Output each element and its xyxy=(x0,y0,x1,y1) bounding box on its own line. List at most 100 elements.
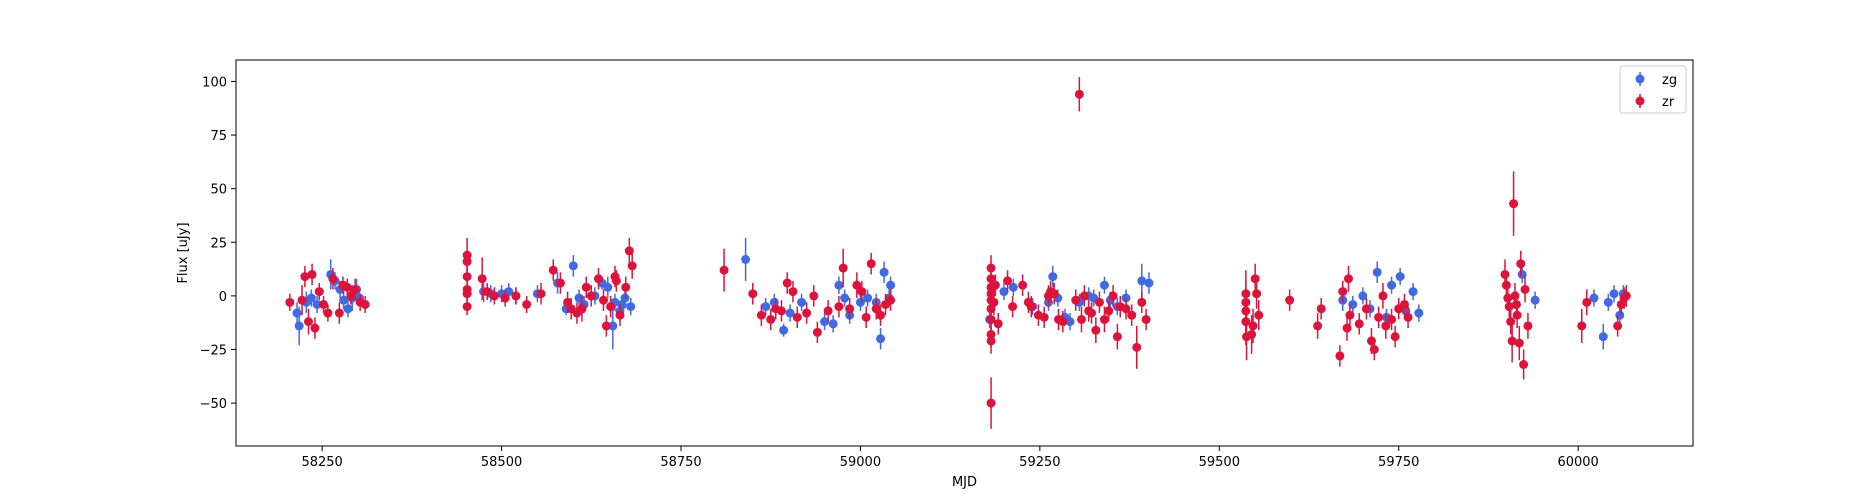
data-point xyxy=(857,287,867,297)
data-point xyxy=(300,272,310,282)
y-tick-label: 25 xyxy=(210,236,227,251)
x-tick-label: 58500 xyxy=(481,455,522,470)
x-axis-label: MJD xyxy=(952,475,977,490)
data-point xyxy=(1621,291,1631,301)
data-point xyxy=(1381,321,1391,331)
data-point xyxy=(1254,310,1264,320)
data-point xyxy=(568,261,578,271)
data-point xyxy=(863,293,873,303)
data-point xyxy=(1512,310,1522,320)
data-point xyxy=(1026,302,1036,312)
data-point xyxy=(802,308,812,318)
data-point xyxy=(1039,312,1049,322)
data-point xyxy=(866,259,876,269)
data-point xyxy=(820,317,830,327)
legend-label-zg: zg xyxy=(1662,73,1677,88)
data-point xyxy=(834,280,844,290)
y-tick-label: 75 xyxy=(210,129,227,144)
data-point xyxy=(879,267,889,277)
data-point xyxy=(522,299,532,309)
data-point xyxy=(1141,314,1151,324)
data-point xyxy=(1316,304,1326,314)
data-point xyxy=(339,295,349,305)
data-point xyxy=(1091,325,1101,335)
data-point xyxy=(1516,259,1526,269)
data-point xyxy=(986,336,996,346)
data-point xyxy=(303,317,313,327)
data-point xyxy=(1519,360,1529,370)
data-point xyxy=(1374,312,1384,322)
x-axis: 58250 58500 58750 59000 59250 59500 59750 60000 xyxy=(301,446,1599,470)
data-point xyxy=(1343,274,1353,284)
data-point xyxy=(886,295,896,305)
plot-area xyxy=(285,77,1631,429)
plot-frame xyxy=(235,59,1694,447)
data-point xyxy=(1058,317,1068,327)
data-point xyxy=(1345,310,1355,320)
data-point xyxy=(342,282,352,292)
data-point xyxy=(621,282,631,292)
data-point xyxy=(462,289,472,299)
data-point xyxy=(828,319,838,329)
data-point xyxy=(294,321,304,331)
data-point xyxy=(626,302,636,312)
data-point xyxy=(1403,312,1413,322)
data-point xyxy=(548,265,558,275)
data-point xyxy=(876,334,886,344)
data-point xyxy=(601,321,611,331)
data-point xyxy=(586,291,596,301)
data-point xyxy=(511,291,521,301)
data-point xyxy=(809,291,819,301)
data-point xyxy=(761,302,771,312)
data-point xyxy=(1509,199,1519,209)
legend-marker-zg xyxy=(1635,74,1645,84)
data-point xyxy=(1137,276,1147,286)
data-point xyxy=(1112,332,1122,342)
data-point xyxy=(1099,280,1109,290)
data-point xyxy=(719,265,729,275)
data-point xyxy=(1049,289,1059,299)
data-point xyxy=(782,278,792,288)
data-point xyxy=(1121,304,1131,314)
data-point xyxy=(611,276,621,286)
data-point xyxy=(343,304,353,314)
data-point xyxy=(1071,295,1081,305)
data-point xyxy=(1501,280,1511,290)
data-point xyxy=(297,295,307,305)
data-point xyxy=(307,269,317,279)
data-point xyxy=(845,304,855,314)
data-point xyxy=(1247,329,1257,339)
x-tick-label: 59000 xyxy=(840,455,881,470)
data-point xyxy=(1087,308,1097,318)
data-point xyxy=(788,287,798,297)
x-tick-label: 59500 xyxy=(1199,455,1240,470)
data-point xyxy=(577,304,587,314)
data-point xyxy=(1137,297,1147,307)
data-point xyxy=(1615,310,1625,320)
data-point xyxy=(840,293,850,303)
legend: zg zr xyxy=(1619,65,1687,114)
data-point xyxy=(603,282,613,292)
data-point xyxy=(1603,297,1613,307)
legend-item-zr: zr xyxy=(1635,94,1675,110)
data-point xyxy=(1094,297,1104,307)
data-point xyxy=(314,287,324,297)
data-point xyxy=(606,302,616,312)
data-point xyxy=(1408,287,1418,297)
data-point xyxy=(785,308,795,318)
data-point xyxy=(615,310,625,320)
data-point xyxy=(855,297,865,307)
data-point xyxy=(776,306,786,316)
data-point xyxy=(319,299,329,309)
y-tick-label: 50 xyxy=(210,183,227,198)
data-point xyxy=(748,289,758,299)
data-point xyxy=(462,257,472,267)
data-point xyxy=(627,261,637,271)
data-point xyxy=(876,310,886,320)
data-point xyxy=(462,302,472,312)
data-point xyxy=(990,280,1000,290)
data-point xyxy=(989,297,999,307)
data-point xyxy=(500,293,510,303)
data-point xyxy=(1335,351,1345,361)
data-point xyxy=(861,312,871,322)
